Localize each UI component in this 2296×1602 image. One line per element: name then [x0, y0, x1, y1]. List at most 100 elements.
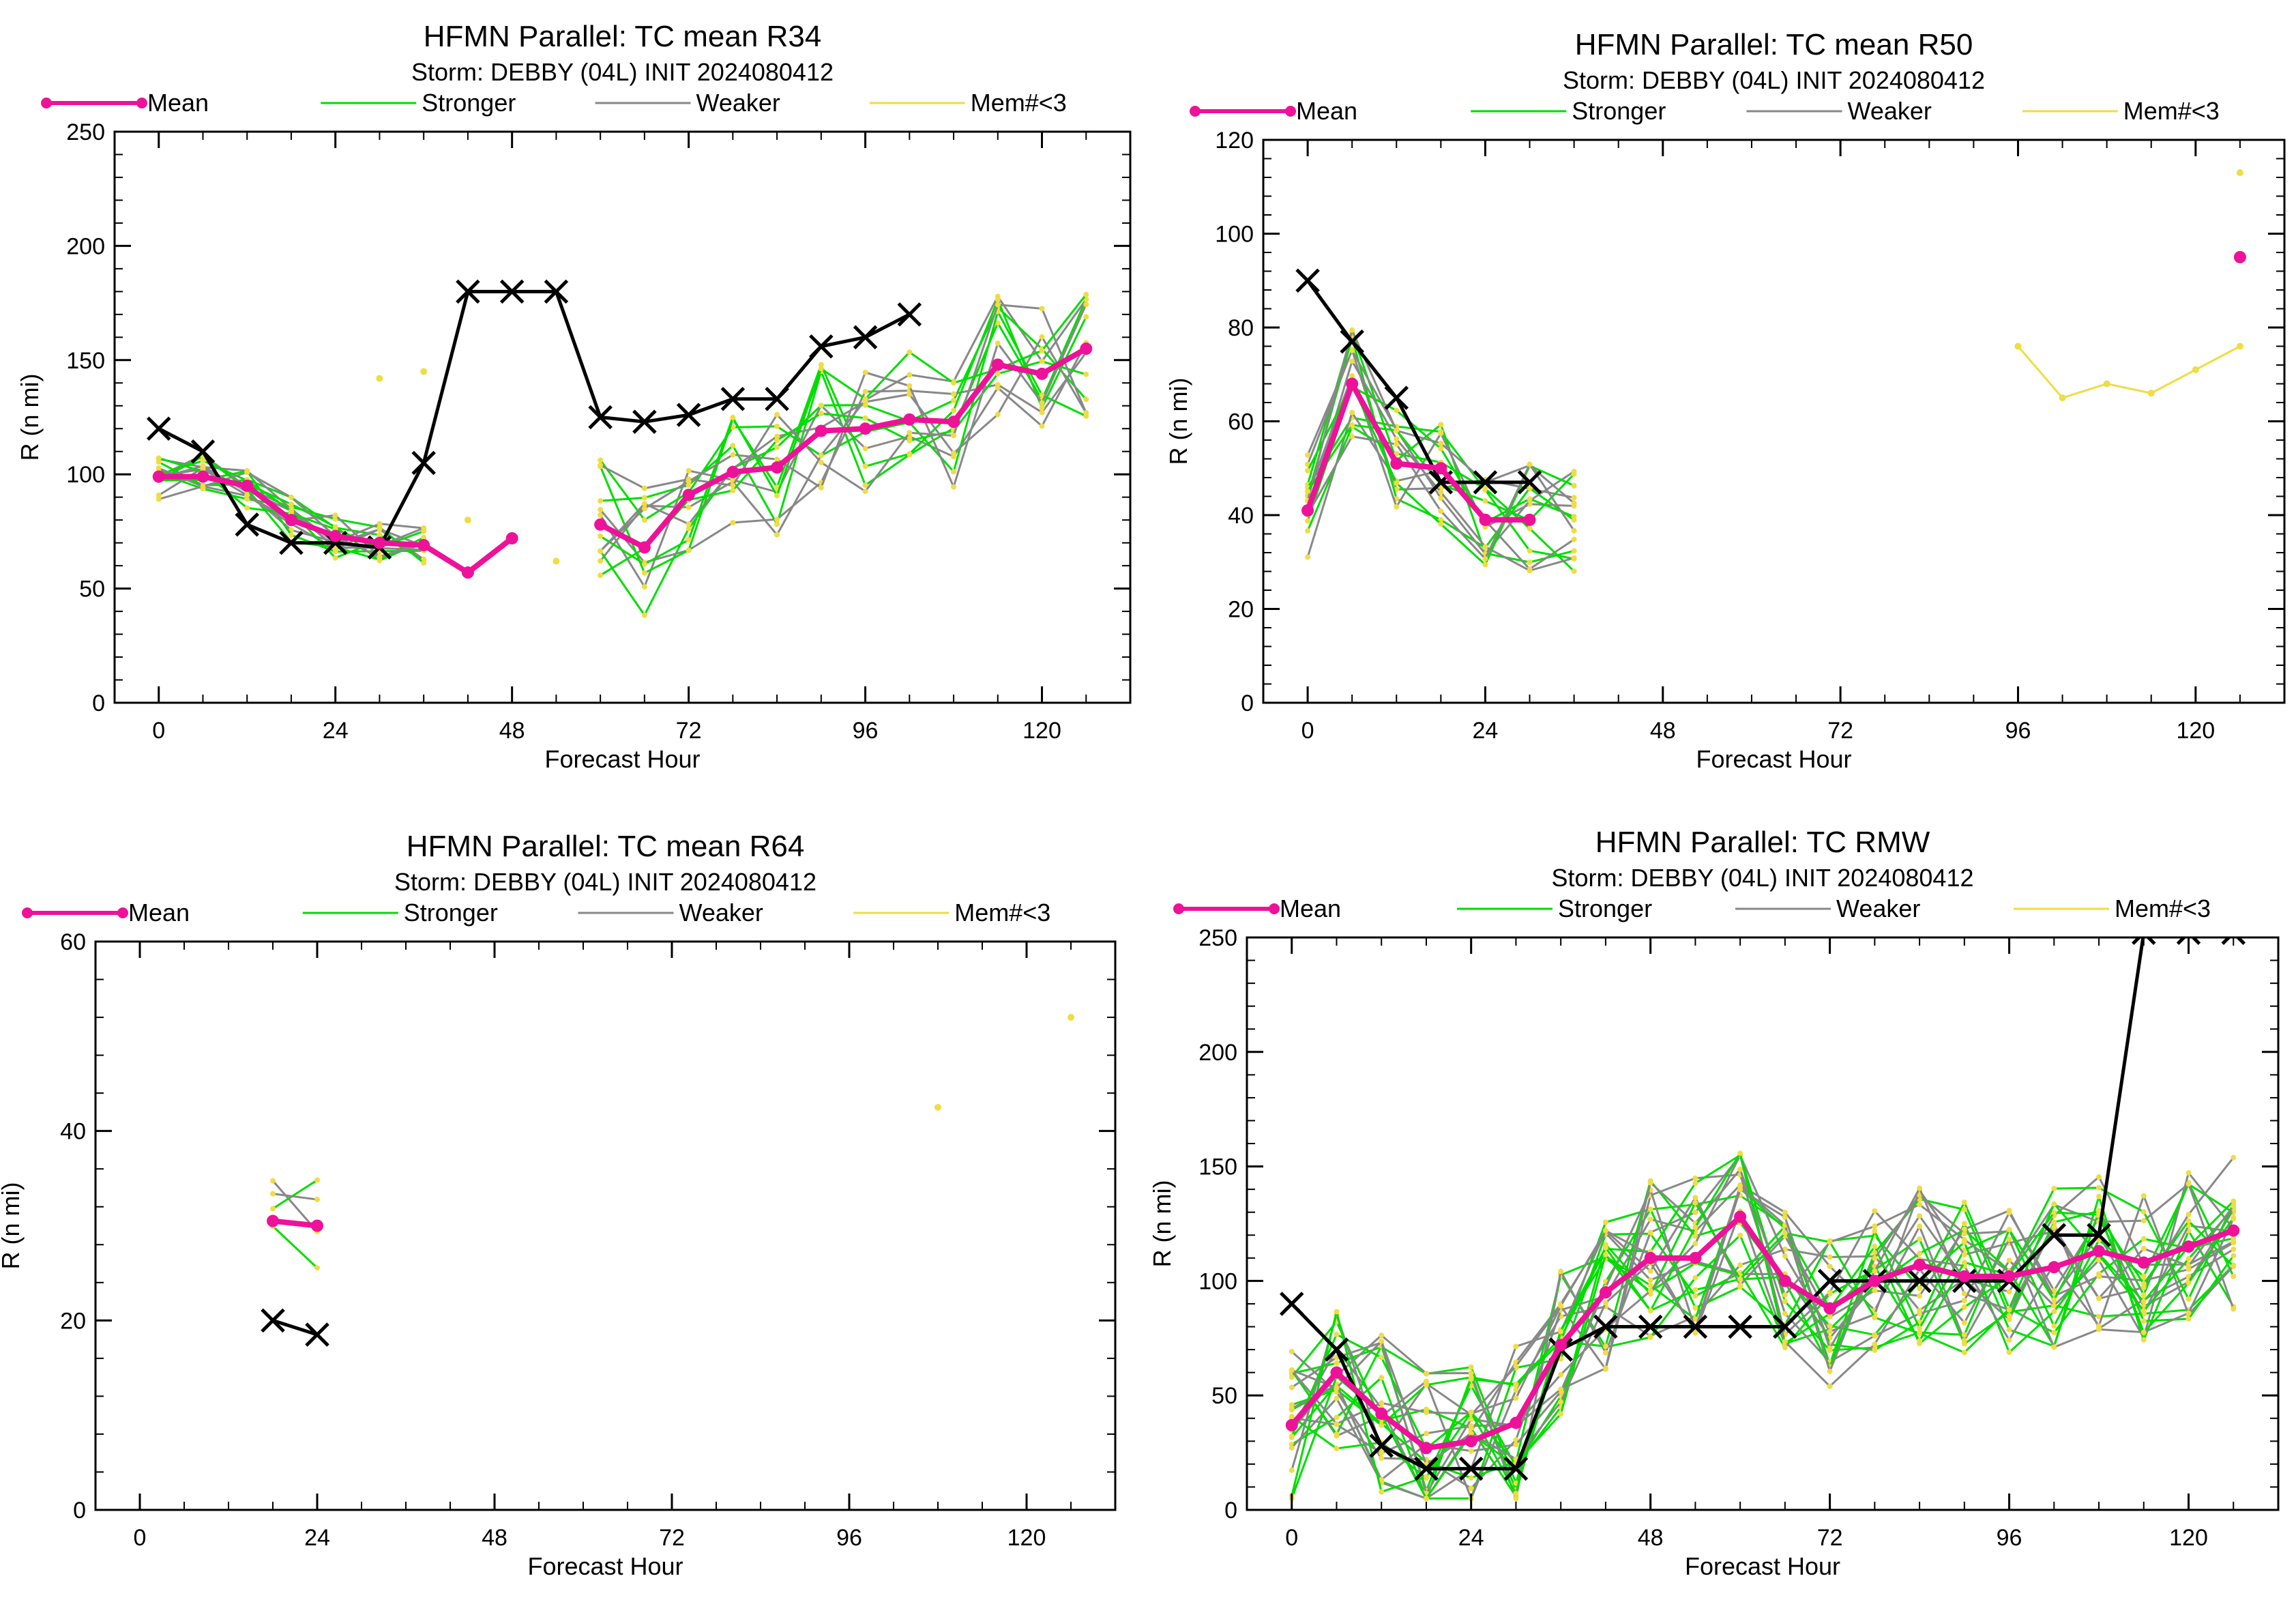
ensemble-member-point: [995, 302, 1001, 308]
mean-point: [1419, 1442, 1432, 1455]
mean-point: [1390, 457, 1403, 470]
plot-frame: [1246, 936, 2280, 1511]
ensemble-member-point: [2140, 1337, 2147, 1343]
ensemble-member-point: [1513, 1363, 1519, 1369]
chart-panel-1: HFMN Parallel: TC mean R34 Storm: DEBBY (…: [16, 20, 1132, 773]
best-track-line: [1290, 937, 2145, 1471]
legend: Mean Stronger Weaker Mem#<3: [1173, 894, 2211, 922]
ensemble-member-point: [314, 1177, 320, 1183]
ensemble-member-point: [1334, 1360, 1340, 1366]
mean-line: [599, 346, 1088, 551]
ensemble-member-point: [641, 506, 647, 512]
ensemble-member-point: [774, 456, 780, 463]
ensemble-member-point: [1379, 1338, 1385, 1344]
best-track-x-marker: [1295, 268, 1320, 293]
ensemble-member-point: [1692, 1224, 1698, 1230]
mean-point: [1523, 513, 1536, 526]
x-tick-label: 48: [1638, 1525, 1664, 1551]
best-track-x-marker: [2132, 937, 2156, 946]
ensemble-member-point: [818, 362, 824, 368]
chart-subtitle: Storm: DEBBY (04L) INIT 2024080412: [411, 58, 834, 86]
x-tick-label: 24: [1473, 718, 1499, 744]
ensemble-member-point: [2006, 1316, 2012, 1322]
mean-point: [1301, 504, 1314, 517]
ensemble-member-point: [862, 415, 868, 421]
ensemble-member-point: [862, 463, 868, 469]
ensemble-member-point: [2231, 1154, 2237, 1161]
ensemble-member-point: [1083, 291, 1089, 297]
ensemble-member-point: [2140, 1308, 2147, 1314]
ensemble-member-point: [995, 381, 1001, 388]
ensemble-member-point: [2051, 1219, 2057, 1225]
ensemble-member-point: [1349, 373, 1355, 379]
best-track-x-marker: [1728, 1314, 1752, 1339]
mean-point: [2003, 1270, 2016, 1283]
plot-frame: [94, 940, 1117, 1511]
ensemble-member-line: [272, 1179, 318, 1210]
ensemble-member-point: [288, 501, 294, 507]
ensemble-member-point: [686, 521, 692, 527]
ensemble-member-line: [1291, 1208, 2235, 1425]
best-track-x-marker: [1324, 1337, 1349, 1362]
ensemble-member-point: [1571, 514, 1577, 520]
ensemble-member-point: [156, 465, 162, 471]
ensemble-member-point: [907, 451, 913, 457]
ensemble-member-point: [1379, 1400, 1385, 1406]
ensemble-member-point: [1917, 1311, 1923, 1317]
ensemble-member-point: [1692, 1199, 1698, 1206]
best-track-x-marker: [588, 405, 613, 430]
mean-point: [241, 479, 254, 492]
ensemble-member-point: [1917, 1185, 1923, 1191]
ensemble-member-point: [332, 555, 338, 561]
ensemble-member-point: [2096, 1295, 2102, 1301]
ensemble-member-point: [1083, 314, 1089, 320]
ensemble-member-point: [1305, 518, 1311, 524]
ensemble-member-point: [2006, 1350, 2012, 1356]
ensemble-member-point: [730, 452, 736, 458]
ensemble-member-point: [2140, 1298, 2147, 1305]
best-track-x-marker: [1773, 1314, 1797, 1339]
ensemble-member-point: [2185, 1263, 2192, 1269]
ensemble-member-point: [1438, 489, 1444, 495]
ensemble-member-point: [2096, 1273, 2102, 1279]
ensemble-member-point: [1039, 392, 1045, 398]
best-track-x-marker: [1384, 385, 1409, 410]
ensemble-member-point: [1468, 1448, 1474, 1454]
ensemble-member-point: [1482, 562, 1488, 568]
mem-lt3-point: [376, 375, 383, 382]
ensemble-member-point: [2006, 1236, 2012, 1242]
ensemble-member-point: [2096, 1313, 2102, 1320]
ensemble-member-point: [1558, 1328, 1564, 1335]
mem-lt3-point: [2236, 343, 2243, 350]
ensemble-member-point: [244, 469, 250, 476]
mem-lt3-point: [553, 557, 560, 565]
ensemble-member-point: [1692, 1305, 1698, 1311]
chart-subtitle: Storm: DEBBY (04L) INIT 2024080412: [1563, 66, 1985, 94]
y-tick-label: 50: [79, 577, 105, 602]
ensemble-member-point: [1827, 1323, 1833, 1329]
mean-point: [1465, 1435, 1477, 1448]
ensemble-member-point: [270, 1178, 276, 1184]
ensemble-member-point: [774, 444, 780, 450]
ensemble-member-point: [1827, 1345, 1833, 1352]
ensemble-member-point: [1513, 1496, 1519, 1502]
plot-area: [1295, 169, 2246, 574]
ensemble-member-point: [1468, 1430, 1474, 1436]
ensemble-member-point: [951, 484, 957, 490]
ensemble-member-point: [1917, 1330, 1923, 1337]
ensemble-member-point: [1305, 527, 1311, 534]
ensemble-member-point: [2231, 1240, 2237, 1246]
ensemble-member-line: [1306, 385, 1575, 524]
mean-point: [505, 531, 518, 544]
ensemble-member-point: [1692, 1293, 1698, 1299]
y-tick-label: 250: [66, 119, 105, 145]
ensemble-member-point: [1558, 1268, 1564, 1275]
ensemble-member-point: [1827, 1290, 1833, 1296]
ensemble-member-point: [730, 520, 736, 526]
chart-panel-4: HFMN Parallel: TC RMW Storm: DEBBY (04L) …: [1148, 826, 2280, 1580]
ensemble-member-point: [1468, 1423, 1474, 1429]
ensemble-member-point: [2231, 1263, 2237, 1269]
ensemble-member-point: [1513, 1381, 1519, 1387]
y-tick-label: 100: [1198, 1268, 1237, 1294]
chart-title: HFMN Parallel: TC mean R50: [1575, 28, 1973, 61]
